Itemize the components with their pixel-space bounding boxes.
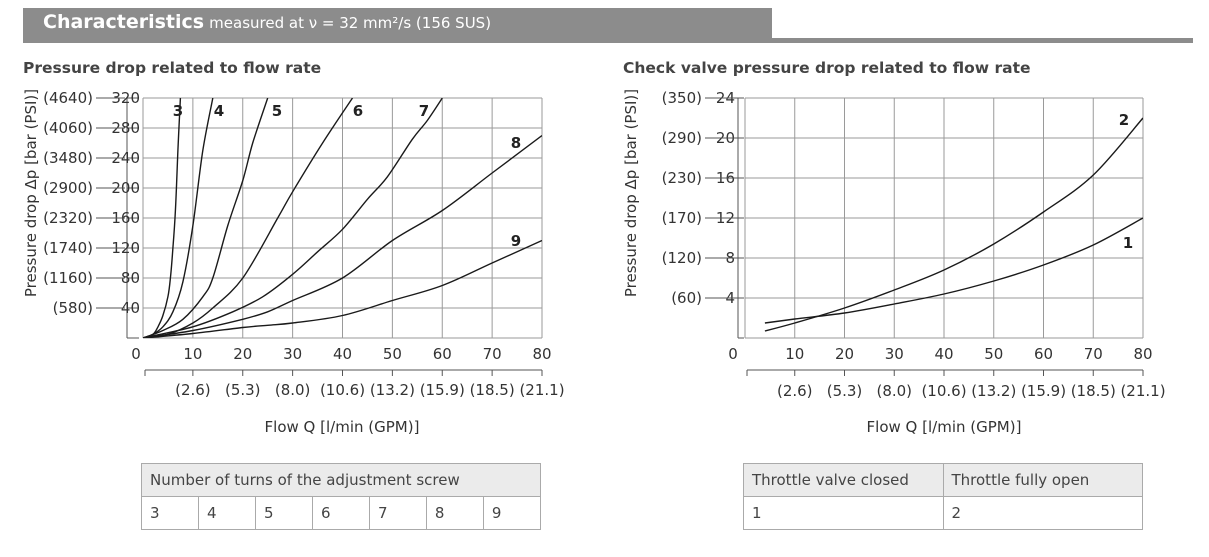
y-tick-label: 120 <box>111 239 140 257</box>
x-tick-gpm-label: (5.3) <box>225 381 261 399</box>
chart1-title: Pressure drop related to flow rate <box>23 59 322 77</box>
y-tick-psi-label: (350) <box>662 89 702 107</box>
x-tick-gpm-label: (10.6) <box>921 382 966 400</box>
header-rule <box>23 38 1193 43</box>
y-tick-psi-label: (3480) <box>43 149 93 167</box>
x-tick-gpm-label: (13.2) <box>370 381 415 399</box>
series-line-3 <box>143 98 182 338</box>
header: Characteristics measured at ν = 32 mm²/s… <box>43 11 491 33</box>
x-tick-label: 60 <box>1034 345 1053 363</box>
x-tick-gpm-label: (13.2) <box>971 382 1016 400</box>
series-line-7 <box>143 98 443 338</box>
y-tick-psi-label: (580) <box>53 299 93 317</box>
turns-legend-title: Number of turns of the adjustment screw <box>141 463 541 497</box>
x-tick-label: 10 <box>785 345 804 363</box>
x-tick-label: 0 <box>728 345 738 363</box>
turns-legend-item: 9 <box>482 496 542 530</box>
throttle-legend-item: 1 <box>743 496 944 530</box>
turns-legend-item: 5 <box>254 496 313 530</box>
series-label-5: 5 <box>272 102 282 120</box>
turns-legend-item: 7 <box>368 496 427 530</box>
y-tick-psi-label: (1740) <box>43 239 93 257</box>
y-tick-label: 80 <box>121 269 140 287</box>
throttle-legend-table: Throttle valve closed Throttle fully ope… <box>743 463 1143 530</box>
series-label-9: 9 <box>511 232 521 250</box>
x-tick-gpm-label: (2.6) <box>777 382 813 400</box>
x-tick-gpm-label: (8.0) <box>876 382 912 400</box>
series-line-8 <box>143 134 542 338</box>
turns-legend-item: 8 <box>425 496 484 530</box>
turns-legend-item: 3 <box>141 496 199 530</box>
x-tick-gpm-label: (15.9) <box>420 381 465 399</box>
throttle-legend-item: 2 <box>942 496 1143 530</box>
y-tick-psi-label: (230) <box>662 169 702 187</box>
turns-legend-item: 4 <box>197 496 256 530</box>
y-axis-label: Pressure drop Δp [bar (PSI)] <box>622 89 640 297</box>
x-tick-label: 30 <box>283 345 302 363</box>
header-subtitle: measured at ν = 32 mm²/s (156 SUS) <box>209 14 492 32</box>
y-tick-psi-label: (4060) <box>43 119 93 137</box>
x-tick-gpm-label: (5.3) <box>827 382 863 400</box>
x-tick-label: 70 <box>1084 345 1103 363</box>
y-tick-psi-label: (170) <box>662 209 702 227</box>
series-line-2 <box>764 117 1143 332</box>
y-tick-psi-label: (1160) <box>43 269 93 287</box>
y-tick-psi-label: (2320) <box>43 209 93 227</box>
header-title: Characteristics <box>43 11 205 33</box>
y-tick-label: 240 <box>111 149 140 167</box>
series-line-5 <box>143 98 269 338</box>
y-tick-psi-label: (120) <box>662 249 702 267</box>
series-label-6: 6 <box>353 102 363 120</box>
x-tick-label: 80 <box>532 345 551 363</box>
x-tick-gpm-label: (8.0) <box>275 381 311 399</box>
x-tick-label: 30 <box>885 345 904 363</box>
y-tick-psi-label: (60) <box>671 289 702 307</box>
x-tick-label: 40 <box>934 345 953 363</box>
y-tick-psi-label: (290) <box>662 129 702 147</box>
x-tick-gpm-label: (21.1) <box>519 381 564 399</box>
x-tick-gpm-label: (21.1) <box>1120 382 1165 400</box>
series-line-1 <box>764 217 1143 324</box>
x-axis-label: Flow Q [l/min (GPM)] <box>867 418 1022 436</box>
x-tick-gpm-label: (18.5) <box>470 381 515 399</box>
series-label-8: 8 <box>511 134 521 152</box>
x-tick-label: 60 <box>433 345 452 363</box>
x-tick-label: 0 <box>131 345 141 363</box>
x-tick-label: 70 <box>483 345 502 363</box>
x-tick-label: 20 <box>233 345 252 363</box>
y-tick-label: 160 <box>111 209 140 227</box>
x-tick-label: 50 <box>383 345 402 363</box>
series-line-9 <box>143 239 542 338</box>
x-tick-gpm-label: (2.6) <box>175 381 211 399</box>
y-axis-label: Pressure drop Δp [bar (PSI)] <box>22 89 40 297</box>
x-tick-label: 40 <box>333 345 352 363</box>
y-tick-label: 320 <box>111 89 140 107</box>
header-band <box>23 8 772 40</box>
throttle-open-header: Throttle fully open <box>942 463 1143 497</box>
y-tick-psi-label: (2900) <box>43 179 93 197</box>
y-tick-psi-label: (4640) <box>43 89 93 107</box>
turns-legend-item: 6 <box>311 496 370 530</box>
series-label-7: 7 <box>419 102 429 120</box>
x-tick-gpm-label: (18.5) <box>1071 382 1116 400</box>
series-label-1: 1 <box>1123 234 1133 252</box>
y-tick-label: 280 <box>111 119 140 137</box>
series-label-2: 2 <box>1119 111 1129 129</box>
x-tick-label: 20 <box>835 345 854 363</box>
turns-legend-table: Number of turns of the adjustment screw … <box>141 463 542 530</box>
x-tick-gpm-label: (15.9) <box>1021 382 1066 400</box>
chart2-title: Check valve pressure drop related to flo… <box>623 59 1031 77</box>
x-tick-label: 10 <box>183 345 202 363</box>
x-tick-gpm-label: (10.6) <box>320 381 365 399</box>
x-tick-label: 80 <box>1133 345 1152 363</box>
y-tick-label: 40 <box>121 299 140 317</box>
series-label-3: 3 <box>173 102 183 120</box>
throttle-closed-header: Throttle valve closed <box>743 463 944 497</box>
x-axis-label: Flow Q [l/min (GPM)] <box>265 418 420 436</box>
y-tick-label: 200 <box>111 179 140 197</box>
series-label-4: 4 <box>214 102 224 120</box>
x-tick-label: 50 <box>984 345 1003 363</box>
